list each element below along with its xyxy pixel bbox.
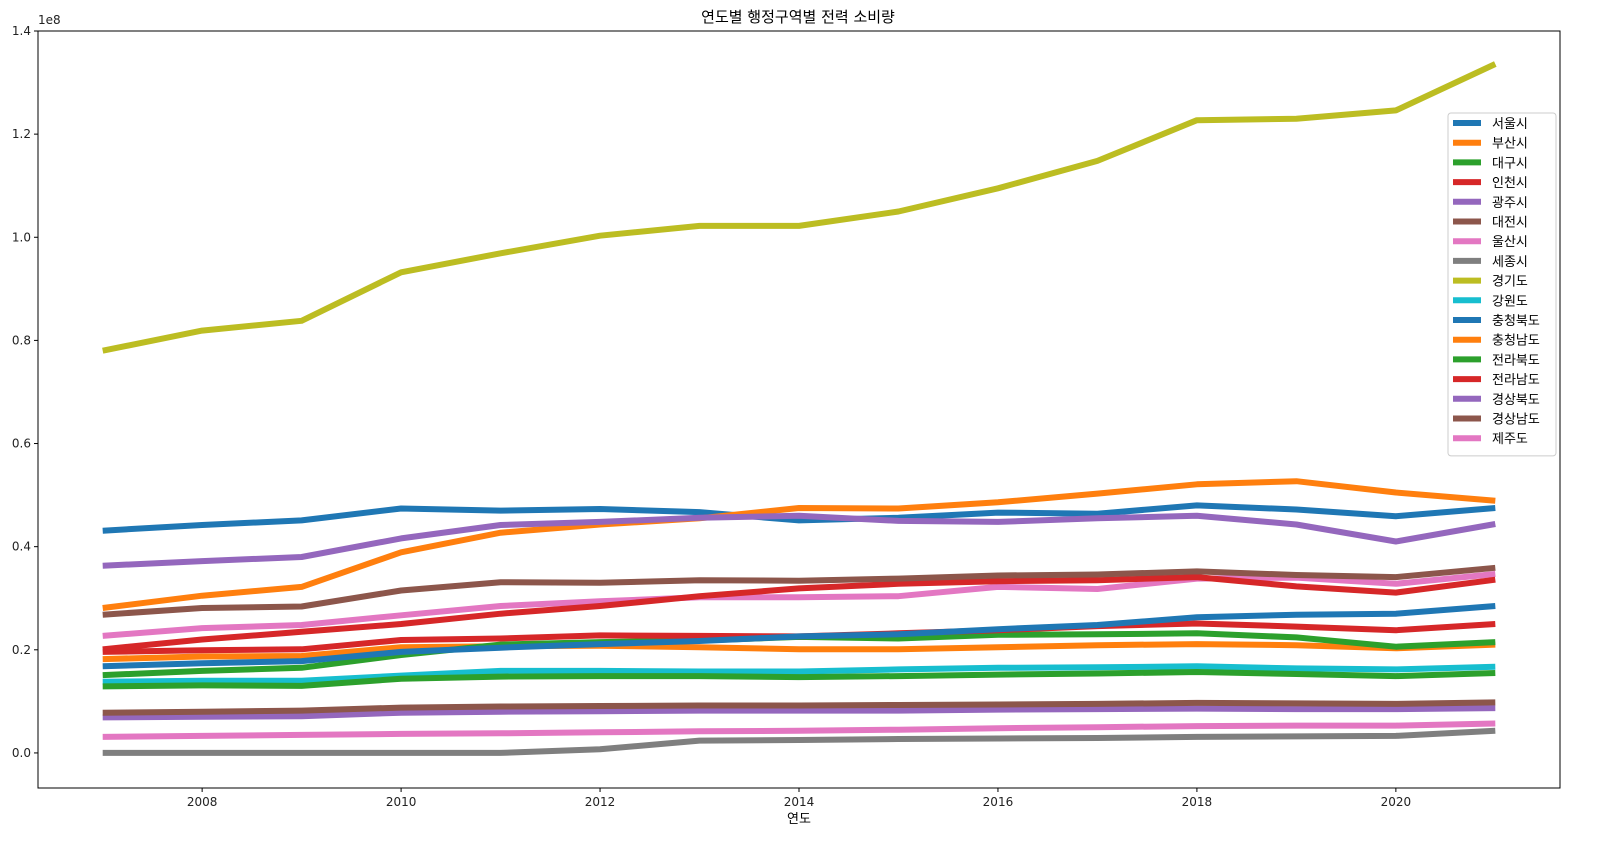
legend-label: 경상북도: [1492, 393, 1540, 408]
series-line-14: [102, 512, 1496, 569]
series-line-4: [102, 705, 1496, 721]
legend: 서울시부산시대구시인천시광주시대전시울산시세종시경기도강원도충청북도충청남도전라…: [1447, 112, 1557, 457]
series-line-5: [102, 699, 1496, 716]
legend-box: [1447, 112, 1557, 457]
legend-label: 대구시: [1492, 156, 1528, 171]
legend-label: 세종시: [1492, 255, 1528, 270]
series-line-1: [102, 641, 1496, 663]
series-line-9: [102, 663, 1496, 685]
legend-label: 대전시: [1492, 216, 1528, 231]
series-line-11: [102, 478, 1496, 611]
x-tick-label: 2008: [187, 795, 218, 809]
legend-label: 울산시: [1492, 235, 1528, 250]
x-tick-label: 2014: [784, 795, 815, 809]
x-tick-label: 2010: [386, 795, 417, 809]
series-line-10: [102, 603, 1496, 670]
x-tick-label: 2018: [1182, 795, 1213, 809]
y-tick-label: 0.6: [12, 437, 31, 451]
legend-label: 전라남도: [1492, 373, 1540, 388]
series-layer: [102, 61, 1497, 756]
x-tick-label: 2016: [983, 795, 1014, 809]
legend-label: 충청북도: [1492, 314, 1540, 329]
series-line-6: [102, 571, 1496, 639]
y-tick-label: 0.2: [12, 643, 31, 657]
x-tick-label: 2012: [585, 795, 616, 809]
legend-label: 충청남도: [1492, 334, 1540, 349]
x-tick-label: 2020: [1381, 795, 1412, 809]
legend-label: 부산시: [1492, 137, 1528, 152]
y-tick-label: 1.4: [12, 24, 31, 38]
legend-label: 서울시: [1492, 117, 1528, 132]
legend-label: 전라북도: [1492, 353, 1540, 368]
legend-label: 제주도: [1492, 432, 1528, 447]
series-line-0: [102, 502, 1496, 534]
y-tick-label: 0.4: [12, 540, 31, 554]
legend-label: 광주시: [1492, 196, 1528, 211]
legend-label: 경상남도: [1492, 413, 1540, 428]
x-axis-label: 연도: [787, 812, 811, 827]
y-tick-label: 1.0: [12, 230, 31, 244]
series-line-15: [102, 564, 1496, 618]
series-line-16: [102, 720, 1496, 740]
y-tick-label: 1.2: [12, 127, 31, 141]
series-line-12: [102, 669, 1496, 690]
legend-label: 인천시: [1492, 176, 1528, 191]
series-line-13: [102, 574, 1496, 653]
legend-label: 강원도: [1492, 294, 1528, 309]
series-line-8: [102, 61, 1497, 354]
chart-title: 연도별 행정구역별 전력 소비량: [701, 8, 895, 26]
y-tick-label: 0.8: [12, 333, 31, 347]
y-axis-offset-label: 1e8: [38, 13, 61, 27]
series-line-7: [102, 727, 1496, 756]
legend-label: 경기도: [1492, 275, 1528, 290]
axes-layer: 2008 2010 2012 2014 2016 2018 2020 0.0 0.2 0.4 0.6…: [12, 24, 1411, 809]
y-tick-label: 0.0: [12, 746, 31, 760]
